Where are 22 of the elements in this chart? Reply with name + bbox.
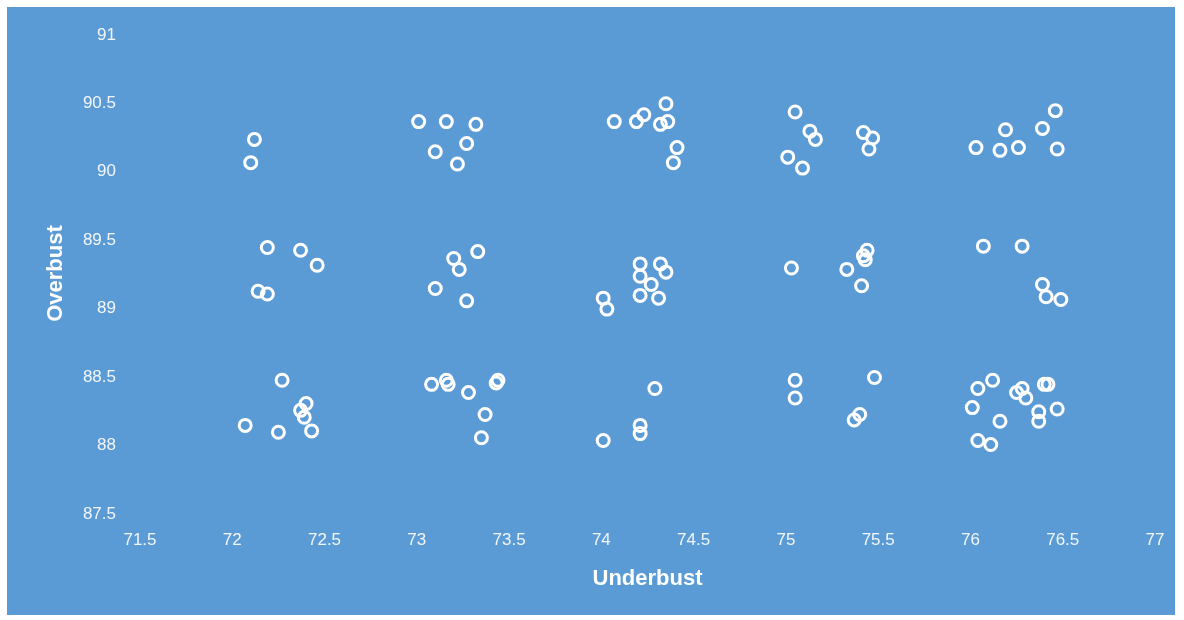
x-tick-label: 73.5: [492, 530, 526, 549]
x-tick-label: 74: [591, 530, 611, 549]
x-tick-label: 75.5: [861, 530, 895, 549]
y-axis-title: Overbust: [42, 224, 67, 322]
x-tick-label: 72.5: [308, 530, 342, 549]
y-tick-label: 91: [97, 24, 116, 44]
x-axis-title: Underbust: [592, 565, 704, 590]
y-tick-label: 90.5: [82, 92, 116, 112]
x-tick-label: 74.5: [677, 530, 711, 549]
y-tick-label: 88: [97, 435, 116, 455]
x-tick-label: 77: [1145, 530, 1165, 549]
y-tick-label: 89.5: [82, 229, 116, 249]
y-tick-label: 88.5: [82, 366, 116, 386]
y-tick-label: 89: [97, 298, 116, 318]
x-tick-label: 73: [407, 530, 427, 549]
y-tick-label: 90: [97, 161, 116, 181]
x-tick-label: 76.5: [1046, 530, 1080, 549]
x-tick-label: 71.5: [123, 530, 157, 549]
x-tick-label: 75: [776, 530, 796, 549]
y-tick-label: 87.5: [82, 503, 116, 523]
x-tick-label: 72: [222, 530, 242, 549]
x-tick-label: 76: [960, 530, 980, 549]
